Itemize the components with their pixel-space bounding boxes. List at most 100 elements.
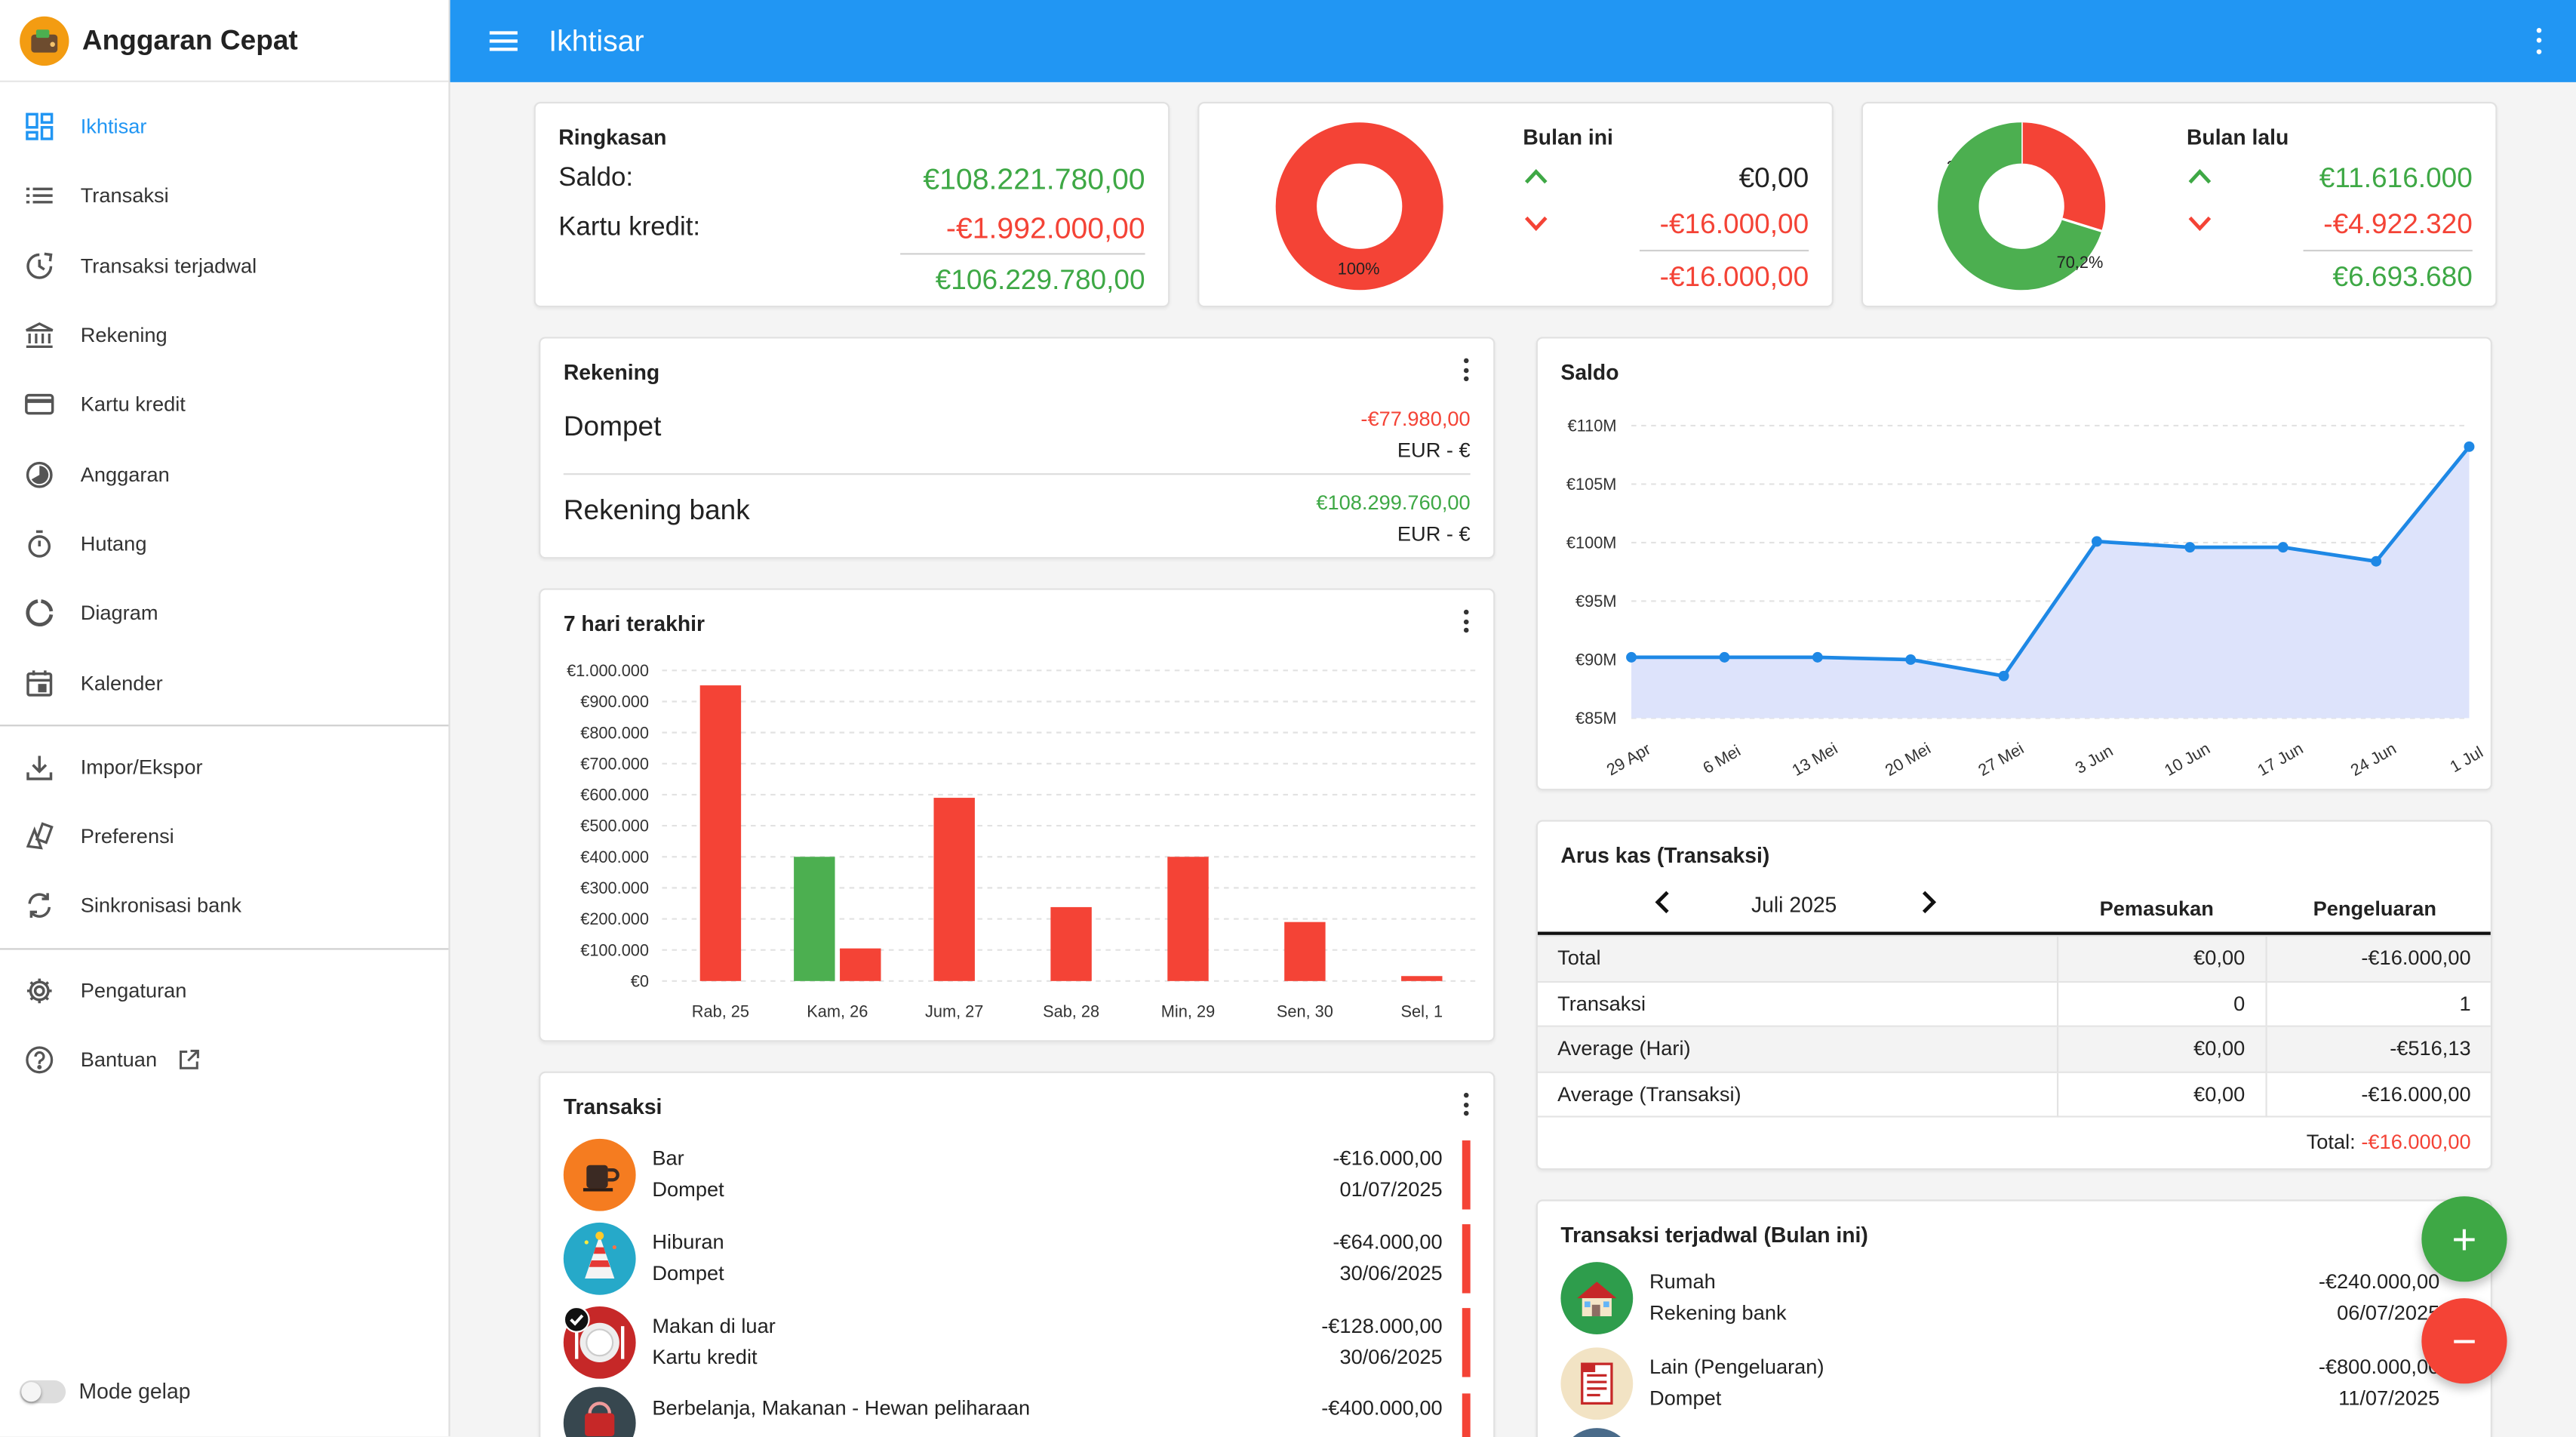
transaction-row[interactable]: Bar Dompet -€16.000,00 01/07/2025 xyxy=(563,1136,1471,1215)
list-icon xyxy=(23,180,56,213)
transaction-row[interactable]: Berbelanja, Makanan - Hewan peliharaan -… xyxy=(563,1386,1471,1437)
sidebar-item-kartu-kredit[interactable]: Kartu kredit xyxy=(0,370,448,439)
donut-chart-icon xyxy=(23,597,56,630)
x-tick-label: 6 Mei xyxy=(1699,741,1744,777)
y-tick-label: €700.000 xyxy=(580,754,649,773)
donut-label: 100% xyxy=(1338,260,1380,278)
accounts-more-icon[interactable] xyxy=(1461,358,1471,382)
data-point[interactable] xyxy=(1812,651,1823,663)
last7-card: 7 hari terakhir €0 €100.000 €200.000 €300.0… xyxy=(539,588,1495,1042)
x-tick-label: Sen, 30 xyxy=(1277,1002,1333,1021)
scheduled-row[interactable]: Lain (Pengeluaran) Dompet -€800.000,00 11/… xyxy=(1560,1344,2467,1423)
income-up-icon xyxy=(2187,165,2213,194)
bar[interactable] xyxy=(1401,976,1443,981)
account-currency: EUR - € xyxy=(1397,438,1471,462)
data-point[interactable] xyxy=(2277,542,2289,553)
bar[interactable] xyxy=(933,798,975,981)
scheduled-title: Transaksi terjadwal (Bulan ini) xyxy=(1560,1222,1868,1248)
x-tick-label: Kam, 26 xyxy=(807,1002,868,1021)
data-point[interactable] xyxy=(2091,536,2102,547)
sidebar-item-preferensi[interactable]: Preferensi xyxy=(0,802,448,871)
row-income: €0,00 xyxy=(2055,934,2266,981)
data-point[interactable] xyxy=(1719,651,1730,663)
scheduled-next-icon xyxy=(1560,1428,1634,1437)
sidebar-item-transaksi-terjadwal[interactable]: Transaksi terjadwal xyxy=(0,231,448,300)
bar[interactable] xyxy=(1284,922,1326,981)
row-income: 0 xyxy=(2055,980,2266,1026)
add-income-fab[interactable]: + xyxy=(2421,1196,2507,1282)
account-row-dompet[interactable]: Dompet -€77.980,00 EUR - € xyxy=(540,401,1493,473)
preferences-icon xyxy=(23,820,56,854)
account-row-rekening-bank[interactable]: Rekening bank €108.299.760,00 EUR - € xyxy=(540,485,1493,557)
account-name: Dompet xyxy=(563,411,662,442)
sidebar-item-ikhtisar[interactable]: Ikhtisar xyxy=(0,92,448,162)
last7-bar-chart: €0 €100.000 €200.000 €300.000 €400.000 €500.0… xyxy=(567,661,1480,1021)
donut-slice xyxy=(1275,122,1443,291)
transaction-category: Hiburan xyxy=(652,1230,724,1254)
cashflow-card: Arus kas (Transaksi) Juli 2025 Pemasukan… xyxy=(1535,820,2492,1171)
app-bar: Ikhtisar xyxy=(450,0,2576,82)
x-tick-label: 17 Jun xyxy=(2254,739,2306,780)
x-tick-label: Sel, 1 xyxy=(1400,1002,1443,1021)
data-point[interactable] xyxy=(1998,670,2009,682)
table-row: Transaksi 0 1 xyxy=(1537,980,2491,1026)
sidebar-item-label: Sinkronisasi bank xyxy=(80,894,241,918)
sidebar-item-kalender[interactable]: Kalender xyxy=(0,648,448,718)
credit-value: -€1.992.000,00 xyxy=(945,211,1145,245)
data-point[interactable] xyxy=(2371,555,2382,567)
data-point[interactable] xyxy=(1626,651,1637,663)
scheduled-amount: -€800.000,00 xyxy=(2318,1355,2440,1379)
bar[interactable] xyxy=(1050,906,1092,981)
bar[interactable] xyxy=(840,948,881,981)
row-label: Total xyxy=(1537,934,2057,981)
account-divider xyxy=(563,473,1471,475)
sidebar-item-anggaran[interactable]: Anggaran xyxy=(0,439,448,509)
y-tick-label: €900.000 xyxy=(580,692,649,711)
data-point[interactable] xyxy=(2184,542,2196,553)
row-expense: 1 xyxy=(2264,980,2491,1026)
y-tick-label: €100M xyxy=(1566,534,1617,552)
y-tick-label: €110M xyxy=(1568,417,1617,435)
scheduled-card: Transaksi terjadwal (Bulan ini) Rumah Rek… xyxy=(1535,1199,2492,1437)
transaction-row[interactable]: Makan di luar Kartu kredit -€128.000,00 30… xyxy=(563,1303,1471,1383)
sidebar-item-transaksi[interactable]: Transaksi xyxy=(0,162,448,231)
sidebar-item-pengaturan[interactable]: Pengaturan xyxy=(0,955,448,1025)
bar[interactable] xyxy=(699,685,742,981)
sidebar: Anggaran Cepat Ikhtisar Transaksi Transa… xyxy=(0,0,450,1436)
table-row: Average (Transaksi) €0,00 -€16.000,00 xyxy=(1537,1070,2491,1117)
scheduled-row[interactable]: Rumah Rekening bank -€240.000,00 06/07/202… xyxy=(1560,1259,2467,1338)
sidebar-item-rekening[interactable]: Rekening xyxy=(0,300,448,370)
col-income-header: Pemasukan xyxy=(2099,897,2214,921)
transaction-amount: -€128.000,00 xyxy=(1321,1314,1443,1338)
sidebar-item-impor-ekspor[interactable]: Impor/Ekspor xyxy=(0,732,448,802)
scheduled-date: 11/07/2025 xyxy=(2338,1386,2440,1411)
app-title: Anggaran Cepat xyxy=(81,23,298,55)
more-vert-icon[interactable] xyxy=(2533,25,2543,58)
sidebar-item-label: Transaksi xyxy=(80,184,169,208)
add-expense-fab[interactable]: − xyxy=(2421,1298,2507,1384)
account-currency: EUR - € xyxy=(1397,522,1471,546)
sidebar-item-sinkronisasi-bank[interactable]: Sinkronisasi bank xyxy=(0,872,448,941)
summary-divider xyxy=(900,253,1145,255)
hamburger-menu-icon[interactable] xyxy=(489,25,526,58)
prev-month-chevron-icon[interactable] xyxy=(1652,889,1672,924)
sidebar-item-hutang[interactable]: Hutang xyxy=(0,509,448,578)
account-amount: -€77.980,00 xyxy=(1360,407,1471,431)
y-tick-label: €105M xyxy=(1566,475,1617,494)
data-point[interactable] xyxy=(2464,441,2475,452)
dark-mode-switch[interactable] xyxy=(20,1379,66,1403)
bar[interactable] xyxy=(794,857,835,981)
transaction-row[interactable]: Hiburan Dompet -€64.000,00 30/06/2025 xyxy=(563,1220,1471,1299)
data-point[interactable] xyxy=(1905,654,1917,665)
transactions-more-icon[interactable] xyxy=(1461,1092,1471,1116)
dark-mode-toggle[interactable]: Mode gelap xyxy=(20,1379,190,1403)
last7-title: 7 hari terakhir xyxy=(563,611,705,636)
sidebar-item-bantuan[interactable]: Bantuan xyxy=(0,1025,448,1094)
bar[interactable] xyxy=(1167,857,1209,981)
expense-down-icon xyxy=(1523,212,1549,242)
last-month-income: €11.616.000 xyxy=(2319,162,2473,194)
transaction-type-strip xyxy=(1462,1308,1471,1377)
next-month-chevron-icon[interactable] xyxy=(1919,889,1938,924)
sidebar-item-diagram[interactable]: Diagram xyxy=(0,579,448,648)
last7-more-icon[interactable] xyxy=(1461,609,1471,633)
